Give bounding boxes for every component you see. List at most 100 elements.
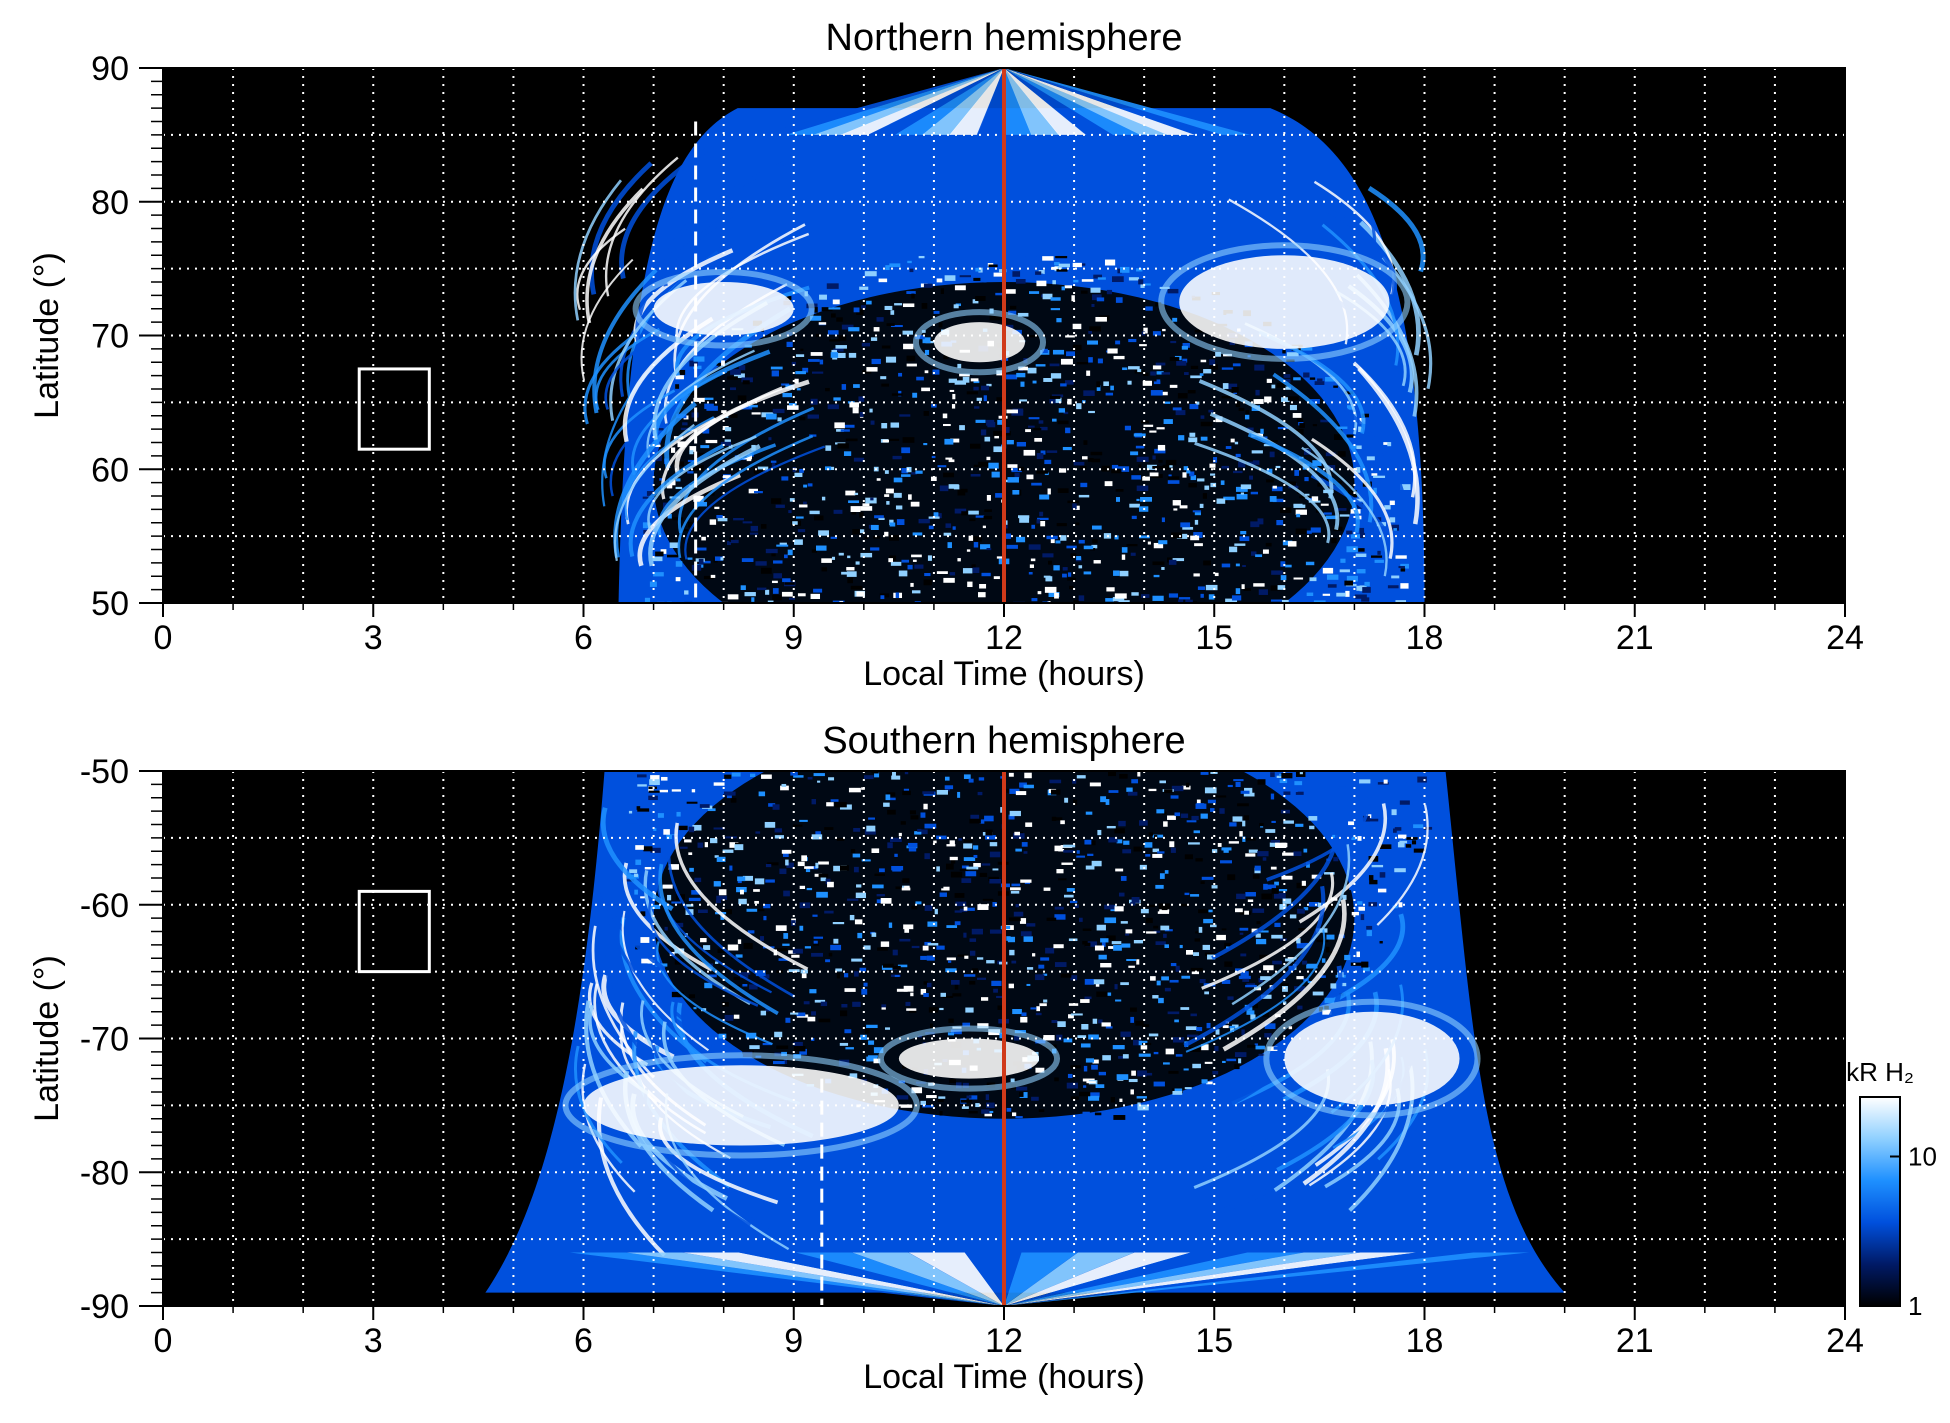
speckle [1293, 577, 1304, 580]
speckle [703, 575, 715, 580]
speckle [1279, 904, 1287, 910]
speckle [923, 981, 928, 985]
speckle [689, 446, 697, 452]
speckle [997, 419, 1005, 425]
speckle [1023, 851, 1028, 854]
speckle [1270, 772, 1275, 778]
speckle [884, 470, 889, 474]
speckle [1239, 932, 1244, 935]
speckle [942, 995, 954, 999]
speckle [910, 815, 919, 820]
speckle [898, 832, 902, 837]
streak [1335, 400, 1408, 539]
speckle [1152, 848, 1160, 853]
speckle [883, 802, 890, 807]
speckle [1126, 544, 1138, 547]
speckle [1230, 438, 1235, 443]
speckle [1063, 1038, 1073, 1043]
speckle [1405, 844, 1412, 848]
speckle [981, 385, 989, 391]
speckle [1105, 598, 1115, 602]
speckle [887, 809, 896, 815]
speckle [930, 476, 937, 481]
speckle [897, 964, 908, 968]
speckle [1367, 441, 1371, 448]
speckle [1116, 1074, 1129, 1080]
speckle [1278, 889, 1288, 892]
speckle [1078, 263, 1086, 266]
speckle [1296, 942, 1309, 949]
speckle [1115, 868, 1124, 872]
speckle [821, 307, 833, 312]
speckle [909, 810, 917, 815]
speckle [1162, 328, 1166, 332]
speckle [1093, 979, 1105, 985]
speckle [1270, 866, 1277, 870]
speckle [1186, 470, 1191, 474]
speckle [768, 437, 772, 441]
speckle [894, 303, 903, 306]
speckle [882, 963, 894, 968]
speckle [1361, 597, 1370, 602]
speckle [1042, 293, 1053, 300]
speckle [1008, 259, 1013, 265]
speckle [1094, 945, 1104, 951]
speckle [955, 1082, 962, 1089]
speckle [1123, 840, 1130, 845]
speckle [634, 873, 639, 877]
speckle [1009, 305, 1017, 310]
speckle [945, 523, 952, 528]
speckle [764, 821, 776, 828]
speckle [843, 973, 849, 978]
speckle [1085, 941, 1097, 947]
speckle [1190, 375, 1202, 379]
speckle [1175, 410, 1186, 416]
speckle [640, 896, 645, 899]
speckle [845, 490, 856, 496]
speckle [1140, 497, 1153, 502]
speckle [1082, 928, 1092, 932]
speckle [833, 397, 841, 401]
speckle [1197, 586, 1206, 590]
speckle [1115, 497, 1121, 502]
speckle [663, 829, 670, 835]
speckle [780, 785, 789, 791]
speckle [696, 501, 708, 507]
speckle [1158, 903, 1170, 910]
speckle [853, 384, 860, 388]
speckle [1331, 538, 1337, 544]
speckle [947, 542, 952, 549]
speckle [1286, 352, 1299, 357]
speckle [819, 294, 827, 300]
speckle [1259, 823, 1264, 827]
speckle [797, 861, 805, 867]
speckle [1117, 268, 1122, 274]
speckle [1114, 593, 1127, 599]
x-tick-label: 9 [784, 619, 803, 657]
speckle [1106, 825, 1116, 829]
speckle [874, 772, 880, 778]
speckle [753, 908, 765, 912]
speckle [1032, 380, 1037, 384]
speckle [729, 537, 735, 542]
speckle [912, 559, 917, 562]
speckle [1200, 813, 1208, 819]
speckle [1169, 841, 1175, 848]
speckle [893, 477, 903, 483]
speckle [1232, 363, 1241, 367]
speckle [1266, 479, 1274, 483]
speckle [1245, 838, 1256, 841]
speckle [848, 787, 861, 793]
speckle [1195, 931, 1200, 934]
speckle [645, 932, 657, 938]
speckle [1243, 815, 1250, 821]
polar-fan-segment [1004, 1252, 1191, 1306]
speckle [1309, 377, 1316, 380]
speckle [889, 438, 900, 442]
speckle [704, 397, 714, 400]
speckle [1088, 457, 1094, 462]
speckle [765, 413, 777, 420]
polar-fan-segment [908, 1252, 1004, 1306]
speckle [770, 460, 777, 463]
speckle [1292, 413, 1302, 418]
